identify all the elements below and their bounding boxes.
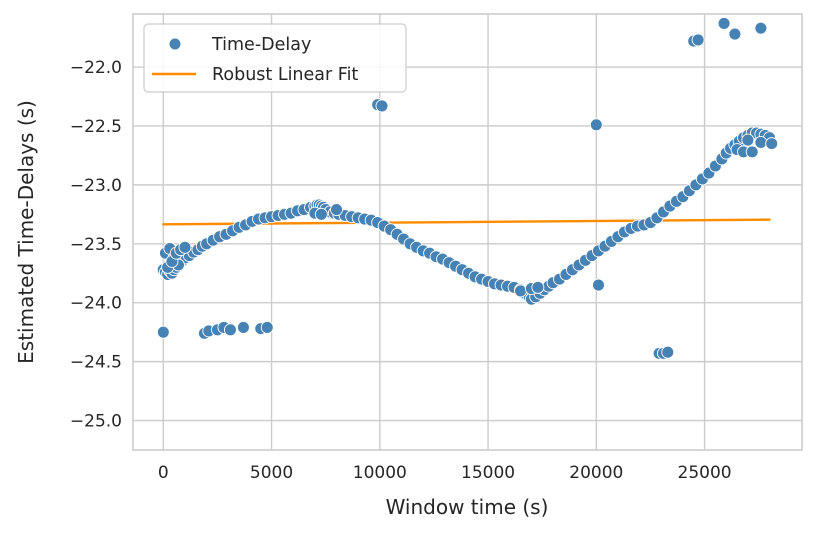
x-tick-label: 20000 bbox=[569, 463, 623, 483]
legend-label-time-delay: Time-Delay bbox=[211, 35, 311, 55]
time-delay-point bbox=[745, 145, 759, 159]
time-delay-point bbox=[754, 21, 768, 35]
time-delay-point bbox=[754, 135, 768, 149]
x-tick-label: 10000 bbox=[353, 463, 407, 483]
legend: Time-Delay Robust Linear Fit bbox=[143, 23, 407, 93]
time-delay-point bbox=[592, 278, 605, 292]
y-axis-label: Estimated Time-Delays (s) bbox=[14, 100, 38, 364]
y-tick-labels: −25.0 −24.5 −24.0 −23.5 −23.0 −22.5 −22.0 bbox=[70, 58, 122, 432]
y-tick-label: −23.5 bbox=[70, 235, 122, 255]
x-tick-label: 5000 bbox=[250, 463, 293, 483]
time-delay-point bbox=[223, 323, 237, 337]
time-delay-point bbox=[156, 325, 170, 339]
time-delay-point bbox=[661, 345, 675, 359]
time-delay-point bbox=[375, 99, 389, 113]
legend-box bbox=[143, 23, 407, 93]
time-delay-point bbox=[728, 27, 742, 41]
y-tick-label: −22.0 bbox=[70, 58, 122, 78]
x-tick-labels: 0 5000 10000 15000 20000 25000 bbox=[158, 463, 732, 483]
time-delay-point bbox=[531, 280, 545, 294]
time-delay-point bbox=[514, 284, 527, 298]
plot-frame bbox=[132, 13, 803, 451]
y-tick-label: −23.0 bbox=[70, 176, 122, 196]
x-tick-label: 0 bbox=[158, 463, 169, 483]
x-tick-label: 15000 bbox=[461, 463, 515, 483]
time-delay-point bbox=[717, 16, 731, 30]
time-delay-point bbox=[765, 137, 779, 151]
y-tick-label: −24.5 bbox=[70, 353, 122, 373]
time-delay-point bbox=[330, 203, 343, 217]
time-delay-point bbox=[314, 207, 328, 221]
y-tick-label: −22.5 bbox=[70, 117, 122, 137]
x-axis-label: Window time (s) bbox=[386, 495, 549, 519]
scatter-points-layer bbox=[156, 16, 779, 360]
y-tick-label: −25.0 bbox=[70, 412, 122, 432]
x-tick-label: 25000 bbox=[678, 463, 732, 483]
legend-marker-time-delay bbox=[168, 37, 182, 51]
time-delay-point bbox=[589, 118, 603, 132]
y-tick-label: −24.0 bbox=[70, 294, 122, 314]
time-delay-point bbox=[741, 133, 755, 147]
time-delay-point bbox=[178, 240, 192, 254]
time-delay-point bbox=[236, 320, 250, 334]
time-delay-point bbox=[691, 33, 705, 47]
time-delay-point bbox=[260, 320, 274, 334]
legend-label-robust-fit: Robust Linear Fit bbox=[212, 65, 358, 85]
